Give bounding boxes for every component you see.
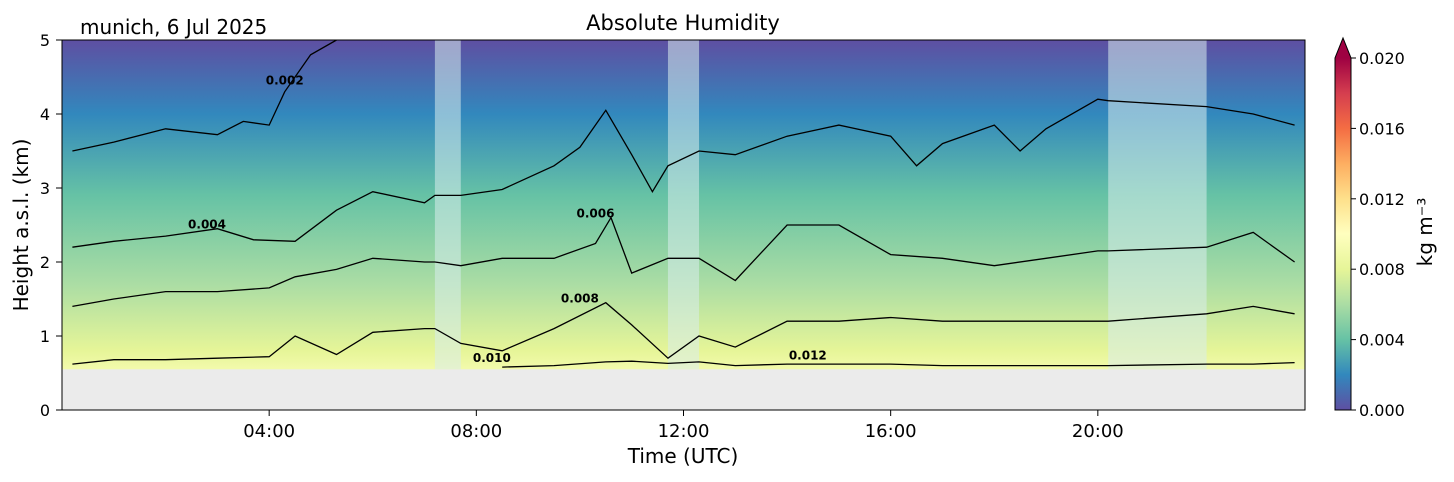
- y-axis-ticks: 0 1 2 3 4 5: [40, 31, 62, 420]
- colorbar-tick-label: 0.004: [1359, 331, 1405, 350]
- contour-label: 0.010: [473, 351, 511, 365]
- contour-line: [72, 40, 337, 152]
- y-tick-label: 2: [40, 253, 50, 272]
- colorbar-label: kg m⁻³: [1413, 198, 1437, 267]
- colorbar-tick-label: 0.012: [1359, 190, 1405, 209]
- colorbar: 0.000 0.004 0.008 0.012 0.016 0.020 kg m⁻³: [1334, 36, 1437, 420]
- contour-line: [72, 301, 1295, 365]
- contour-line: [72, 98, 1295, 248]
- x-axis-label: Time (UTC): [627, 444, 739, 468]
- contour-label: 0.006: [576, 207, 614, 221]
- x-tick-label: 12:00: [658, 421, 710, 442]
- y-tick-label: 0: [40, 401, 50, 420]
- x-tick-label: 20:00: [1072, 421, 1124, 442]
- y-tick-label: 3: [40, 179, 50, 198]
- colorbar-tick-label: 0.008: [1359, 260, 1405, 279]
- colorbar-frame: [1334, 36, 1352, 411]
- x-tick-label: 16:00: [865, 421, 917, 442]
- location-date-label: munich, 6 Jul 2025: [80, 15, 267, 39]
- x-tick-label: 08:00: [450, 421, 502, 442]
- contour-label: 0.002: [266, 73, 304, 87]
- no-data-band: [667, 40, 700, 370]
- plot-area: 0.002 0.004 0.006 0.008 0.010 0.012: [62, 40, 1305, 410]
- contour-label: 0.004: [188, 218, 226, 232]
- contour-line: [72, 216, 1295, 308]
- x-tick-label: 04:00: [243, 421, 295, 442]
- contour-lines: [72, 40, 1295, 368]
- colorbar-tick-label: 0.016: [1359, 119, 1405, 138]
- contour-line: [502, 360, 1295, 368]
- ground-mask: [62, 369, 1305, 410]
- contour-label: 0.008: [561, 292, 599, 306]
- colorbar-extend-arrow: [1335, 38, 1351, 58]
- chart-title: Absolute Humidity: [586, 11, 780, 35]
- y-axis-label: Height a.s.l. (km): [9, 139, 33, 312]
- colorbar-ticks: 0.000 0.004 0.008 0.012 0.016 0.020: [1351, 49, 1405, 420]
- colorbar-gradient: [1335, 58, 1351, 410]
- no-data-band: [434, 40, 461, 370]
- x-axis-ticks: 04:00 08:00 12:00 16:00 20:00: [243, 410, 1124, 442]
- y-tick-label: 1: [40, 327, 50, 346]
- colorbar-tick-label: 0.020: [1359, 49, 1405, 68]
- contour-label: 0.012: [789, 349, 827, 363]
- contour-labels: 0.002 0.004 0.006 0.008 0.010 0.012: [188, 73, 827, 365]
- y-tick-label: 5: [40, 31, 50, 50]
- colorbar-tick-label: 0.000: [1359, 401, 1405, 420]
- y-tick-label: 4: [40, 105, 50, 124]
